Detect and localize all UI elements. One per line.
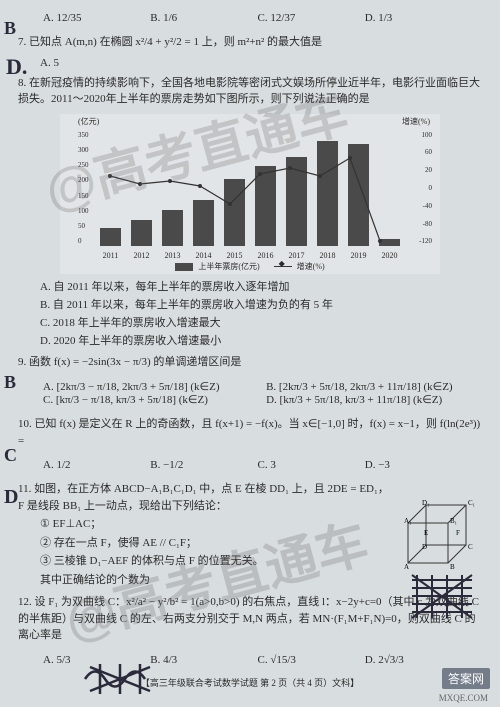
ltick: 250 [78, 161, 98, 169]
ltick: 100 [78, 207, 98, 215]
svg-text:C: C [468, 543, 473, 551]
bar-label: 2014 [196, 251, 212, 260]
bar-label: 2012 [134, 251, 150, 260]
q9-text: 9. 函数 f(x) = −2sin(3x − π/3) 的单调递增区间是 [18, 356, 241, 368]
svg-text:A₁: A₁ [404, 517, 412, 525]
q6-option-b: B. 1/6 [150, 12, 257, 24]
q8-text: 8. 在新冠疫情的持续影响下，全国各地电影院等密闭式文娱场所停业近半年，电影行业… [18, 77, 480, 106]
svg-text:B₁: B₁ [450, 517, 457, 525]
q8-stmt-b: B. 自 2011 年以来，每年上半年的票房收入增速为负的有 5 年 [40, 296, 482, 312]
left-axis-label: (亿元) [78, 116, 99, 127]
handwritten-answer-10: C [4, 445, 17, 466]
rtick: 60 [404, 148, 432, 156]
handwritten-answer-8: D. [6, 54, 27, 80]
bar-label: 2013 [165, 251, 181, 260]
legend-bar-label: 上半年票房(亿元) [198, 262, 259, 271]
q6-option-d: D. 1/3 [365, 12, 472, 24]
chart-legend: 上半年票房(亿元) 增速(%) [60, 261, 440, 272]
ltick: 350 [78, 131, 98, 139]
q10-options: A. 1/2 B. −1/2 C. 3 D. −3 [18, 455, 482, 475]
source-tag: 答案网 [442, 668, 490, 689]
right-axis-label: 增速(%) [402, 116, 430, 127]
ltick: 200 [78, 176, 98, 184]
question-9: 9. 函数 f(x) = −2sin(3x − π/3) 的单调递增区间是 [18, 354, 482, 371]
q8-stmt-a: A. 自 2011 年以来，每年上半年的票房收入逐年增加 [40, 278, 482, 294]
rtick: -80 [404, 220, 432, 228]
q11-text: 11. 如图，在正方体 ABCD−A₁B₁C₁D₁ 中，点 E 在棱 DD₁ 上… [18, 483, 389, 512]
q8-statements: A. 自 2011 年以来，每年上半年的票房收入逐年增加 B. 自 2011 年… [18, 278, 482, 348]
legend-line-label: 增速(%) [297, 262, 325, 271]
cube-figure: AB CD A₁B₁ C₁D₁ EF [400, 495, 480, 575]
q10-option-d: D. −3 [365, 459, 472, 471]
q6-option-c: C. 12/37 [258, 12, 365, 24]
handwritten-answer-9: B [4, 372, 16, 393]
svg-text:D: D [422, 543, 427, 551]
bar-label: 2016 [258, 251, 274, 260]
q9-option-d: D. [kπ/3 + 5π/18, kπ/3 + 11π/18] (k∈Z) [266, 393, 472, 406]
q6-options: A. 12/35 B. 1/6 C. 12/37 D. 1/3 [18, 8, 482, 28]
legend-bar-swatch [175, 263, 193, 271]
bar-label: 2020 [382, 251, 398, 260]
svg-text:E: E [424, 529, 428, 537]
q11-stmt-1: ① EF⊥AC； [40, 516, 392, 533]
q10-option-b: B. −1/2 [150, 459, 257, 471]
q12-option-c: C. √15/3 [258, 654, 365, 666]
q7-option-a: A. 5 [40, 57, 59, 69]
question-8: 8. 在新冠疫情的持续影响下，全国各地电影院等密闭式文娱场所停业近半年，电影行业… [18, 75, 482, 108]
q7-options: A. 5 [18, 57, 482, 69]
q9-option-a: A. [2kπ/3 − π/18, 2kπ/3 + 5π/18] (k∈Z) [43, 380, 249, 393]
growth-line [100, 131, 400, 246]
bar-label: 2017 [289, 251, 305, 260]
question-7: 7. 已知点 A(m,n) 在椭圆 x²/4 + y²/2 = 1 上，则 m²… [18, 34, 482, 51]
legend-line-swatch [274, 266, 292, 267]
bar-label: 2015 [227, 251, 243, 260]
question-10: 10. 已知 f(x) 是定义在 R 上的奇函数，且 f(x+1) = −f(x… [18, 416, 482, 449]
q7-text: 7. 已知点 A(m,n) 在椭圆 x²/4 + y²/2 = 1 上，则 m²… [18, 36, 322, 48]
q8-stmt-d: D. 2020 年上半年的票房收入增速最小 [40, 332, 482, 348]
handwritten-scribble-1 [407, 570, 482, 625]
ltick: 300 [78, 146, 98, 154]
q6-option-a: A. 12/35 [43, 12, 150, 24]
ltick: 150 [78, 192, 98, 200]
bar-label: 2011 [103, 251, 119, 260]
handwritten-answer-7: B [4, 18, 16, 39]
q9-options: A. [2kπ/3 − π/18, 2kπ/3 + 5π/18] (k∈Z) B… [18, 376, 482, 410]
q12-option-d: D. 2√3/3 [365, 654, 472, 666]
q8-stmt-c: C. 2018 年上半年的票房收入增速最大 [40, 314, 482, 330]
q9-option-b: B. [2kπ/3 + 5π/18, 2kπ/3 + 11π/18] (k∈Z) [266, 380, 472, 393]
svg-text:C₁: C₁ [468, 499, 475, 507]
source-url: MXQE.COM [439, 693, 488, 703]
rtick: 100 [404, 131, 432, 139]
q10-text: 10. 已知 f(x) 是定义在 R 上的奇函数，且 f(x+1) = −f(x… [18, 418, 480, 447]
rtick: 0 [404, 184, 432, 192]
right-axis-ticks: 100 60 20 0 -40 -80 -120 [404, 131, 432, 246]
rtick: -120 [404, 237, 432, 245]
q11-stmt-2: ② 存在一点 F，使得 AE // C₁F； [40, 535, 392, 552]
q11-stmt-3: ③ 三棱锥 D₁−AEF 的体积与点 F 的位置无关。 [40, 553, 392, 570]
q11-tail: 其中正确结论的个数为 [40, 572, 392, 589]
q11-statements: ① EF⊥AC； ② 存在一点 F，使得 AE // C₁F； ③ 三棱锥 D₁… [18, 516, 392, 588]
svg-text:D₁: D₁ [422, 499, 430, 507]
q12-option-b: B. 4/3 [150, 654, 257, 666]
handwritten-answer-11: D [4, 486, 18, 509]
q10-option-a: A. 1/2 [43, 459, 150, 471]
bar-label: 2019 [351, 251, 367, 260]
rtick: -40 [404, 202, 432, 210]
box-office-chart: (亿元) 增速(%) 350 300 250 200 150 100 50 0 … [60, 114, 440, 274]
ltick: 0 [78, 237, 98, 245]
rtick: 20 [404, 166, 432, 174]
handwritten-scribble-2 [80, 659, 160, 699]
bar-label: 2018 [320, 251, 336, 260]
ltick: 50 [78, 222, 98, 230]
left-axis-ticks: 350 300 250 200 150 100 50 0 [78, 131, 98, 246]
q9-option-c: C. [kπ/3 − π/18, kπ/3 + 5π/18] (k∈Z) [43, 393, 249, 406]
svg-text:F: F [456, 529, 460, 537]
q10-option-c: C. 3 [258, 459, 365, 471]
